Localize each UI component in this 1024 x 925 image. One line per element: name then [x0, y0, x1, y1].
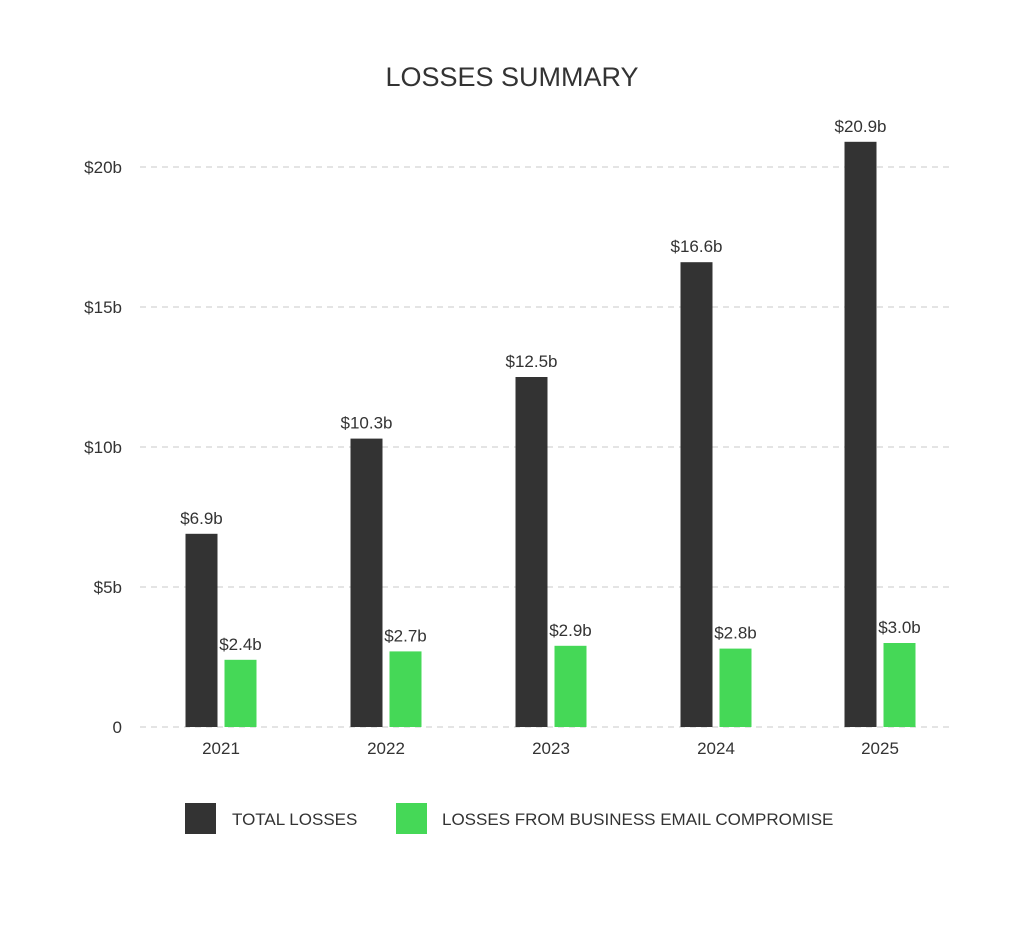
- chart-title: LOSSES SUMMARY: [385, 62, 638, 92]
- y-tick-label: $15b: [84, 298, 122, 317]
- x-tick-label: 2022: [367, 739, 405, 758]
- x-tick-label: 2021: [202, 739, 240, 758]
- legend: TOTAL LOSSES LOSSES FROM BUSINESS EMAIL C…: [185, 803, 833, 834]
- bec-losses-bar: [554, 645, 587, 727]
- data-label: $20.9b: [835, 117, 887, 136]
- data-label: $2.9b: [549, 621, 592, 640]
- data-label: $16.6b: [671, 237, 723, 256]
- total-losses-bar: [350, 438, 383, 727]
- total-losses-bar: [680, 262, 713, 727]
- total-losses-bar: [515, 377, 548, 727]
- y-tick-label: $5b: [94, 578, 122, 597]
- data-label: $2.4b: [219, 635, 262, 654]
- gridlines: [140, 166, 950, 728]
- y-tick-label: $10b: [84, 438, 122, 457]
- bec-losses-bar: [224, 659, 257, 727]
- legend-swatch-total-losses: [185, 803, 216, 834]
- legend-label-bec-losses: LOSSES FROM BUSINESS EMAIL COMPROMISE: [442, 810, 833, 829]
- data-label: $2.8b: [714, 624, 757, 643]
- y-axis-ticks: 0 $5b $10b $15b $20b: [84, 158, 122, 737]
- y-tick-label: $20b: [84, 158, 122, 177]
- bec-losses-bar: [883, 643, 916, 727]
- x-tick-label: 2024: [697, 739, 735, 758]
- data-label: $2.7b: [384, 626, 427, 645]
- legend-label-total-losses: TOTAL LOSSES: [232, 810, 357, 829]
- x-axis-ticks: 2021 2022 2023 2024 2025: [202, 739, 899, 758]
- total-losses-bar: [185, 533, 218, 727]
- x-tick-label: 2025: [861, 739, 899, 758]
- data-label: $6.9b: [180, 509, 223, 528]
- total-losses-bar: [844, 141, 877, 728]
- y-tick-label: 0: [113, 718, 122, 737]
- bec-losses-bar: [389, 651, 422, 727]
- legend-swatch-bec-losses: [396, 803, 427, 834]
- data-labels: $6.9b $2.4b $10.3b $2.7b $12.5b $2.9b $16.6b $2…: [180, 117, 921, 654]
- data-label: $3.0b: [878, 618, 921, 637]
- x-tick-label: 2023: [532, 739, 570, 758]
- data-label: $10.3b: [341, 414, 393, 433]
- data-label: $12.5b: [506, 352, 558, 371]
- bec-losses-bar: [719, 648, 752, 727]
- bars: [185, 141, 916, 728]
